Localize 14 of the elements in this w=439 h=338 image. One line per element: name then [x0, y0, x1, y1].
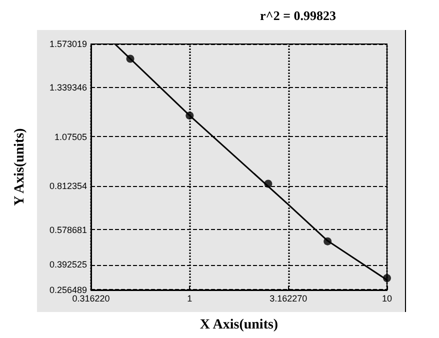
- x-axis-title: X Axis(units): [200, 318, 278, 332]
- y-tick-label: 0.256489: [49, 285, 87, 295]
- chart-title: r^2 = 0.99823: [260, 8, 336, 23]
- y-tick-label: 0.392525: [49, 260, 87, 270]
- x-tick-label: 1: [187, 294, 192, 304]
- y-tick-label: 1.573019: [49, 39, 87, 49]
- y-tick-label: 0.578681: [49, 224, 87, 235]
- x-tick-label: 3.162270: [270, 294, 308, 304]
- y-tick-label: 0.812354: [49, 181, 87, 192]
- x-tick-label: 10: [382, 294, 392, 304]
- y-axis-title: Y Axis(units): [12, 128, 28, 206]
- x-tick-label: 0.316220: [72, 294, 110, 304]
- y-tick-label: 1.07505: [54, 132, 87, 142]
- y-tick-label: 1.339346: [49, 82, 87, 93]
